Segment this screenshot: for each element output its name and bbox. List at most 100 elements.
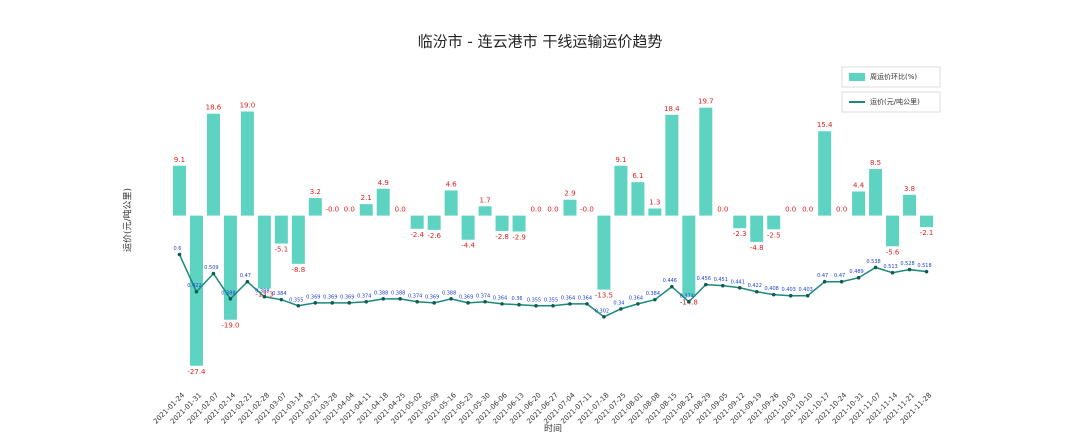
line-point: [687, 299, 691, 304]
bar-value-label: -2.8: [495, 233, 509, 241]
bar: [376, 188, 390, 216]
bar-value-label: -4.8: [750, 244, 764, 252]
bar: [767, 215, 781, 230]
bar: [682, 215, 696, 297]
line-value-label: 0.364: [561, 295, 575, 301]
bar: [631, 182, 645, 216]
bar-value-label: 1.3: [649, 198, 660, 206]
bar: [733, 215, 747, 229]
line-point: [805, 293, 810, 298]
line-point: [653, 297, 657, 302]
line-value-label: 0.47: [817, 273, 828, 279]
line-point: [194, 289, 199, 294]
line-value-label: 0.398: [255, 288, 269, 294]
bar: [257, 215, 271, 289]
line-point: [771, 292, 776, 297]
bar-value-label: -13.5: [595, 292, 613, 300]
line-point: [737, 285, 742, 290]
legend-box: [841, 66, 941, 88]
line-value-label: 0.538: [866, 259, 880, 265]
line-point: [347, 301, 352, 305]
line-point: [856, 275, 861, 280]
line-value-label: 0.34: [613, 300, 624, 306]
line-value-label: 0.374: [357, 293, 371, 299]
line-point: [754, 289, 759, 294]
line-point: [619, 307, 623, 311]
bar-value-label: -2.3: [733, 230, 747, 238]
x-axis-label: 时间: [544, 423, 562, 432]
line-value-label: 0.388: [391, 290, 405, 296]
line-value-label: 0.355: [527, 297, 541, 303]
bar-value-label: -2.9: [512, 234, 526, 242]
bar-value-label: 0.0: [547, 206, 558, 214]
bar-value-label: -2.6: [427, 232, 441, 240]
line-value-label: 0.369: [459, 294, 473, 300]
line-value-label: 0.374: [680, 293, 694, 299]
line-value-label: 0.509: [204, 265, 218, 271]
bar-value-label: -4.4: [461, 242, 475, 250]
line-point: [398, 297, 403, 301]
bar-value-label: 0.0: [395, 206, 406, 214]
bar-value-label: -0.0: [580, 206, 594, 214]
line-point: [534, 303, 538, 308]
bar-value-label: 18.6: [206, 104, 222, 112]
bar: [869, 169, 883, 216]
bar: [563, 199, 577, 216]
bar: [750, 215, 764, 242]
bar: [274, 215, 288, 244]
line-value-label: 0.36: [511, 296, 522, 302]
line-value-label: 0.369: [306, 294, 320, 300]
bar: [240, 111, 254, 216]
bar: [852, 191, 866, 216]
line-point: [415, 299, 419, 304]
line-point: [245, 279, 250, 284]
bar-value-label: 4.4: [853, 182, 865, 190]
bar-value-label: 3.2: [310, 188, 321, 196]
bar: [495, 215, 509, 231]
bar-value-label: -5.1: [275, 246, 289, 254]
line-point: [228, 297, 233, 301]
line-value-label: 0.388: [221, 290, 235, 296]
line-point: [636, 302, 640, 306]
bar-value-label: 0.0: [836, 206, 847, 214]
line-point: [483, 299, 487, 304]
line-point: [177, 252, 182, 257]
line-value-label: 0.403: [782, 287, 796, 293]
line-value-label: 0.369: [340, 294, 354, 300]
bar: [886, 215, 900, 247]
bar: [478, 206, 492, 216]
line-point: [262, 294, 267, 299]
bar-value-label: 0.0: [785, 206, 796, 214]
bar-value-label: 0.0: [344, 206, 355, 214]
line-value-label: 0.6: [174, 246, 182, 252]
line-value-label: 0.369: [323, 294, 337, 300]
bar-value-label: 1.7: [480, 196, 491, 204]
line-value-label: 0.369: [425, 294, 439, 300]
line-point: [839, 279, 844, 284]
line-point: [313, 301, 318, 305]
line-value-label: 0.451: [714, 277, 728, 283]
bar: [223, 215, 237, 320]
line-value-label: 0.388: [374, 290, 388, 296]
line-point: [602, 315, 606, 319]
bar: [461, 215, 475, 240]
line-point: [720, 283, 725, 288]
bar: [172, 165, 186, 216]
line-point: [551, 303, 555, 308]
bar: [699, 107, 713, 216]
line-value-label: 0.456: [697, 276, 711, 282]
bar-value-label: 18.4: [664, 105, 680, 113]
chart-title: 临汾市 - 连云港市 干线运输运价趋势: [418, 33, 663, 51]
bar: [359, 204, 373, 216]
legend-box: [841, 91, 941, 113]
bar-value-label: 8.5: [870, 159, 881, 167]
bar: [512, 215, 526, 232]
line-value-label: 0.355: [289, 297, 303, 303]
line-point: [432, 301, 436, 305]
line-value-label: 0.374: [476, 293, 490, 299]
legend-swatch: [849, 73, 865, 81]
bar-value-label: 2.9: [564, 190, 575, 198]
bar-value-label: 3.8: [904, 185, 915, 193]
bar: [665, 114, 679, 216]
bar-value-label: 6.1: [632, 172, 643, 180]
